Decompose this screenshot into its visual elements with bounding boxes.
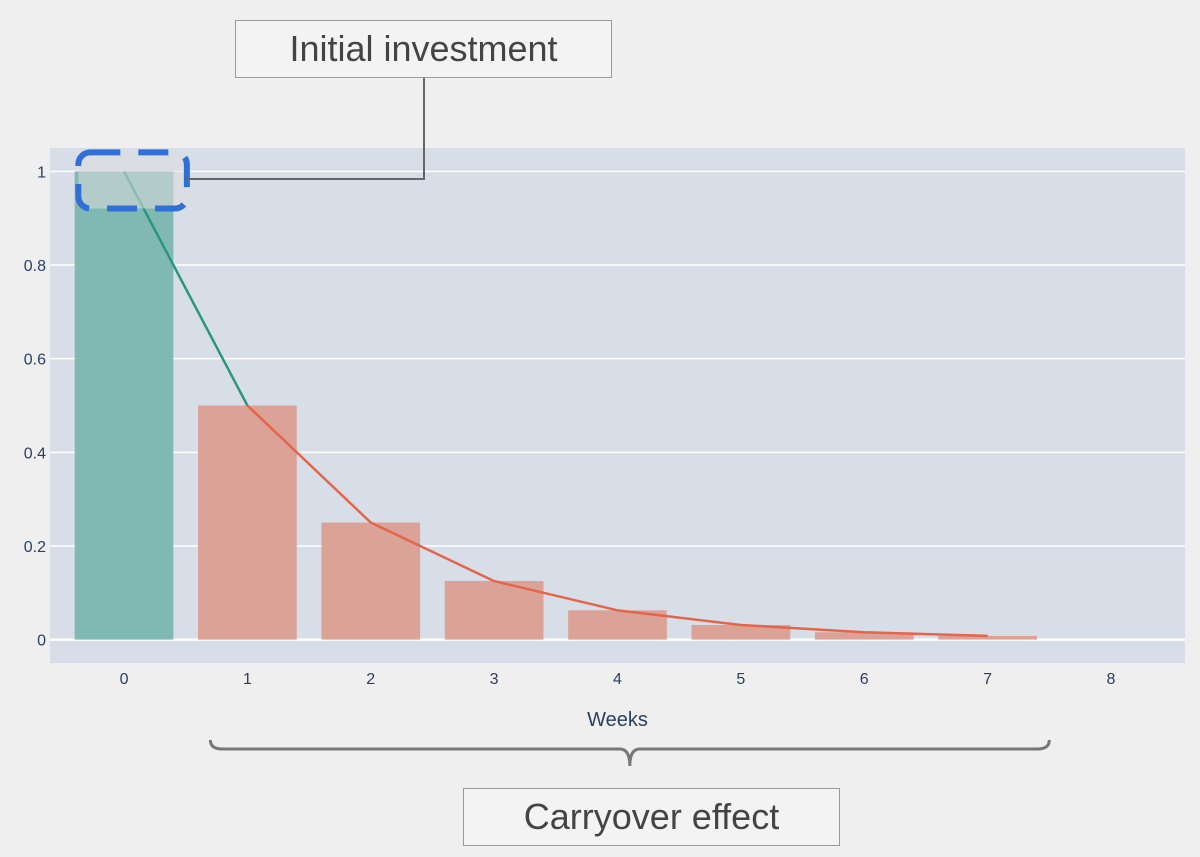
x-tick-labels: 0 1 2 3 4 5 6 7 8 [120, 671, 1116, 688]
initial-decay-line [122, 170, 249, 407]
bars [74, 171, 1037, 640]
x-tick-label: 4 [613, 671, 622, 688]
y-tick-label: 1 [37, 164, 46, 181]
x-tick-label: 1 [243, 671, 252, 688]
y-tick-label: 0 [37, 633, 46, 650]
bar-week-5 [691, 624, 791, 640]
highlight-box [75, 149, 190, 212]
x-tick-label: 5 [736, 671, 745, 688]
y-tick-label: 0.4 [24, 445, 46, 462]
y-tick-labels: 0 0.2 0.4 0.6 0.8 1 [24, 164, 46, 649]
x-tick-label: 0 [120, 671, 129, 688]
x-tick-label: 8 [1107, 671, 1116, 688]
bar-week-7 [938, 635, 1037, 640]
initial-highlight [75, 149, 190, 212]
initial-connector [184, 78, 425, 180]
x-tick-label: 6 [860, 671, 869, 688]
bar-week-2 [321, 522, 421, 640]
decay-lines [122, 170, 988, 638]
carryover-brace [208, 739, 1051, 767]
x-tick-label: 7 [983, 671, 992, 688]
y-tick-label: 0.2 [24, 539, 46, 556]
y-tick-label: 0.8 [24, 258, 46, 275]
bar-week-6 [814, 632, 914, 640]
x-tick-label: 3 [490, 671, 499, 688]
bar-week-3 [444, 581, 544, 640]
x-tick-label: 2 [366, 671, 375, 688]
bar-week-1 [198, 405, 297, 640]
y-tick-label: 0.6 [24, 352, 46, 369]
callout-connectors [184, 78, 1051, 767]
carryover-decay-line [246, 404, 988, 638]
initial-investment-label: Initial investment [235, 20, 612, 78]
x-axis-label: Weeks [587, 709, 648, 731]
carryover-effect-label: Carryover effect [463, 788, 840, 846]
bar-week-0 [74, 171, 174, 640]
